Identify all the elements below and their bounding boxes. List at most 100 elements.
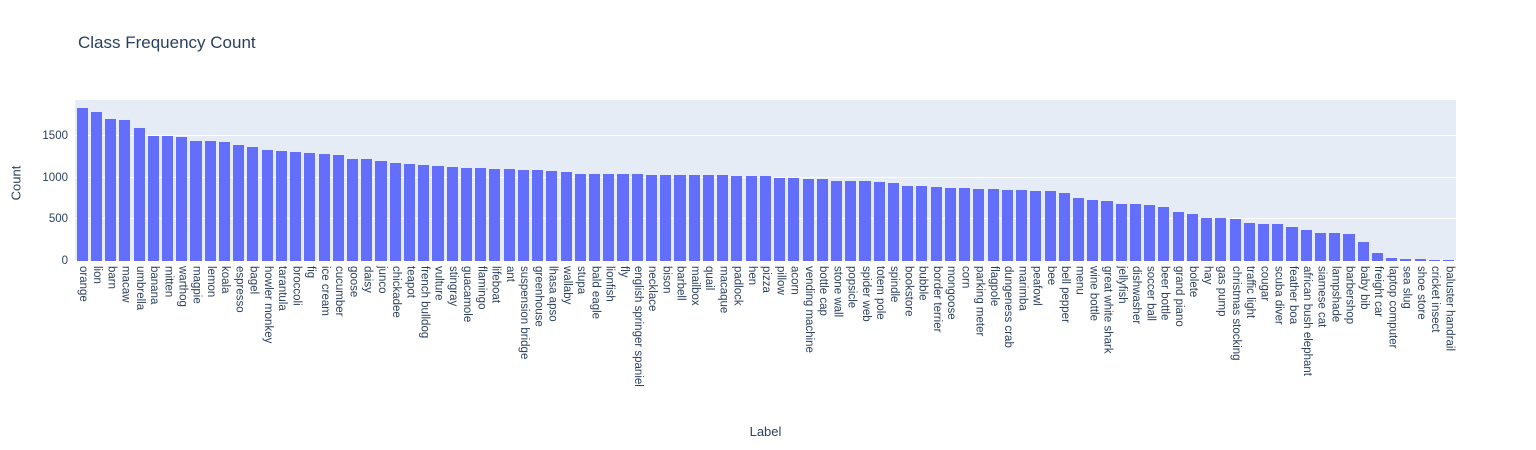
bar-cell	[1285, 100, 1299, 261]
bar[interactable]	[887, 182, 900, 261]
bar[interactable]	[389, 162, 401, 261]
bar[interactable]	[1058, 192, 1070, 261]
bar[interactable]	[1371, 253, 1383, 261]
bar[interactable]	[375, 161, 387, 261]
bar[interactable]	[589, 173, 601, 261]
bar[interactable]	[560, 172, 572, 261]
bar[interactable]	[418, 165, 430, 261]
bar[interactable]	[247, 146, 259, 261]
bar[interactable]	[218, 141, 230, 261]
bar[interactable]	[1016, 190, 1028, 261]
bar[interactable]	[304, 153, 316, 261]
bar[interactable]	[532, 170, 544, 261]
bar[interactable]	[1343, 233, 1355, 261]
bar[interactable]	[674, 174, 686, 261]
bar[interactable]	[987, 189, 999, 261]
bar[interactable]	[1243, 223, 1255, 261]
bar[interactable]	[816, 179, 828, 261]
bar[interactable]	[1357, 241, 1369, 261]
bar[interactable]	[930, 186, 942, 261]
bar[interactable]	[1414, 259, 1426, 261]
bar[interactable]	[1272, 224, 1284, 261]
bar[interactable]	[1215, 217, 1227, 261]
x-tick-cell: shoe store	[1413, 266, 1427, 387]
bar[interactable]	[1428, 259, 1440, 261]
bar[interactable]	[1443, 260, 1455, 261]
bar[interactable]	[688, 175, 700, 261]
bar[interactable]	[631, 174, 643, 261]
bar[interactable]	[660, 174, 672, 261]
bar[interactable]	[802, 178, 814, 261]
bar[interactable]	[1101, 201, 1113, 261]
bar[interactable]	[1087, 200, 1099, 261]
bar[interactable]	[731, 175, 743, 261]
bar[interactable]	[1044, 191, 1056, 261]
bar[interactable]	[859, 181, 871, 261]
x-tick-label: necklace	[646, 266, 659, 312]
bar[interactable]	[759, 176, 771, 261]
bar[interactable]	[76, 107, 88, 261]
bar[interactable]	[944, 187, 956, 261]
bar[interactable]	[774, 177, 786, 261]
bar[interactable]	[873, 182, 885, 261]
bar[interactable]	[1172, 211, 1184, 261]
bar[interactable]	[190, 141, 202, 261]
bar[interactable]	[489, 168, 501, 261]
bar[interactable]	[574, 173, 586, 261]
bar[interactable]	[830, 180, 843, 261]
bar[interactable]	[105, 118, 117, 261]
bar[interactable]	[959, 188, 971, 261]
bar[interactable]	[332, 154, 344, 261]
bar[interactable]	[1001, 189, 1013, 261]
bar[interactable]	[788, 178, 800, 261]
bar[interactable]	[161, 136, 174, 261]
bar[interactable]	[1286, 227, 1298, 261]
bar[interactable]	[1115, 203, 1127, 261]
bar[interactable]	[1129, 204, 1141, 261]
bar[interactable]	[446, 167, 458, 261]
bar[interactable]	[1201, 217, 1213, 261]
bar[interactable]	[603, 174, 615, 261]
bar[interactable]	[318, 154, 330, 261]
bar[interactable]	[617, 174, 629, 261]
bar[interactable]	[717, 175, 729, 261]
bar[interactable]	[645, 174, 658, 261]
bar[interactable]	[702, 175, 714, 261]
bar[interactable]	[133, 128, 145, 261]
bar[interactable]	[517, 169, 529, 261]
bar[interactable]	[119, 120, 131, 261]
bar[interactable]	[147, 135, 159, 261]
bar[interactable]	[902, 185, 914, 261]
bar[interactable]	[1158, 207, 1170, 261]
bar[interactable]	[460, 167, 472, 261]
bar[interactable]	[233, 144, 245, 261]
bar[interactable]	[176, 137, 188, 261]
bar[interactable]	[546, 171, 558, 261]
bar[interactable]	[973, 188, 985, 261]
bar[interactable]	[1300, 229, 1312, 261]
bar[interactable]	[275, 150, 287, 261]
bar[interactable]	[290, 152, 302, 261]
bar[interactable]	[1072, 198, 1085, 261]
bar[interactable]	[503, 169, 515, 261]
bar[interactable]	[475, 168, 487, 261]
bar[interactable]	[1258, 223, 1270, 261]
bar[interactable]	[261, 150, 273, 261]
bar[interactable]	[1314, 232, 1327, 261]
bar[interactable]	[1186, 214, 1198, 261]
bar[interactable]	[1144, 204, 1156, 261]
bar[interactable]	[1030, 190, 1042, 261]
bar[interactable]	[347, 158, 359, 261]
bar[interactable]	[845, 181, 857, 261]
bar[interactable]	[1229, 218, 1241, 261]
bar[interactable]	[361, 159, 373, 261]
bar[interactable]	[1386, 258, 1398, 261]
bar[interactable]	[1329, 233, 1341, 261]
bar[interactable]	[90, 111, 102, 261]
bar[interactable]	[745, 176, 757, 261]
bar[interactable]	[432, 166, 444, 261]
bar[interactable]	[916, 186, 928, 261]
bar[interactable]	[1400, 259, 1412, 261]
bar[interactable]	[403, 164, 416, 261]
bar[interactable]	[204, 141, 216, 261]
